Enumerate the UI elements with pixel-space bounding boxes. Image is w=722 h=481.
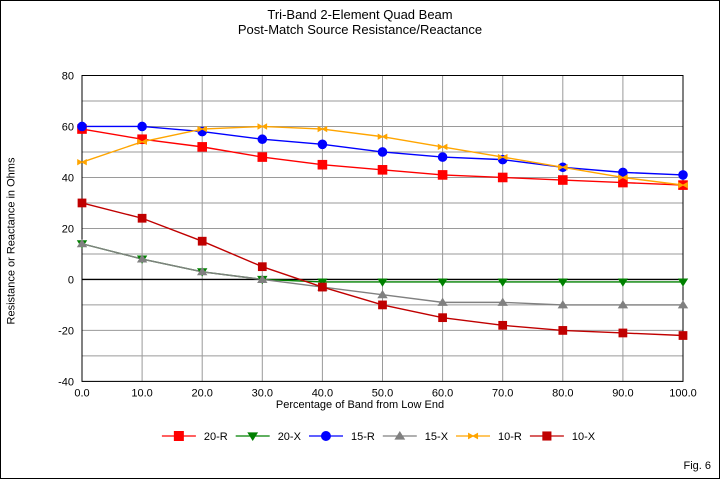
- svg-text:30.0: 30.0: [252, 387, 273, 399]
- svg-text:90.0: 90.0: [612, 387, 633, 399]
- svg-text:10-X: 10-X: [572, 431, 596, 443]
- svg-text:0: 0: [68, 274, 74, 286]
- svg-text:80: 80: [62, 71, 74, 83]
- svg-text:100.0: 100.0: [669, 387, 697, 399]
- svg-text:40.0: 40.0: [312, 387, 333, 399]
- svg-text:70.0: 70.0: [492, 387, 513, 399]
- svg-text:40: 40: [62, 173, 74, 185]
- svg-text:-20: -20: [58, 325, 74, 337]
- svg-text:15-X: 15-X: [425, 431, 449, 443]
- svg-text:60: 60: [62, 122, 74, 134]
- svg-text:20-R: 20-R: [204, 431, 228, 443]
- svg-text:80.0: 80.0: [552, 387, 573, 399]
- svg-text:-40: -40: [58, 376, 74, 388]
- svg-text:20: 20: [62, 223, 74, 235]
- svg-text:20.0: 20.0: [191, 387, 212, 399]
- svg-text:10-R: 10-R: [498, 431, 522, 443]
- svg-text:50.0: 50.0: [372, 387, 393, 399]
- svg-text:10.0: 10.0: [131, 387, 152, 399]
- svg-text:60.0: 60.0: [432, 387, 453, 399]
- svg-text:15-R: 15-R: [351, 431, 375, 443]
- svg-text:20-X: 20-X: [278, 431, 302, 443]
- svg-text:0.0: 0.0: [74, 387, 89, 399]
